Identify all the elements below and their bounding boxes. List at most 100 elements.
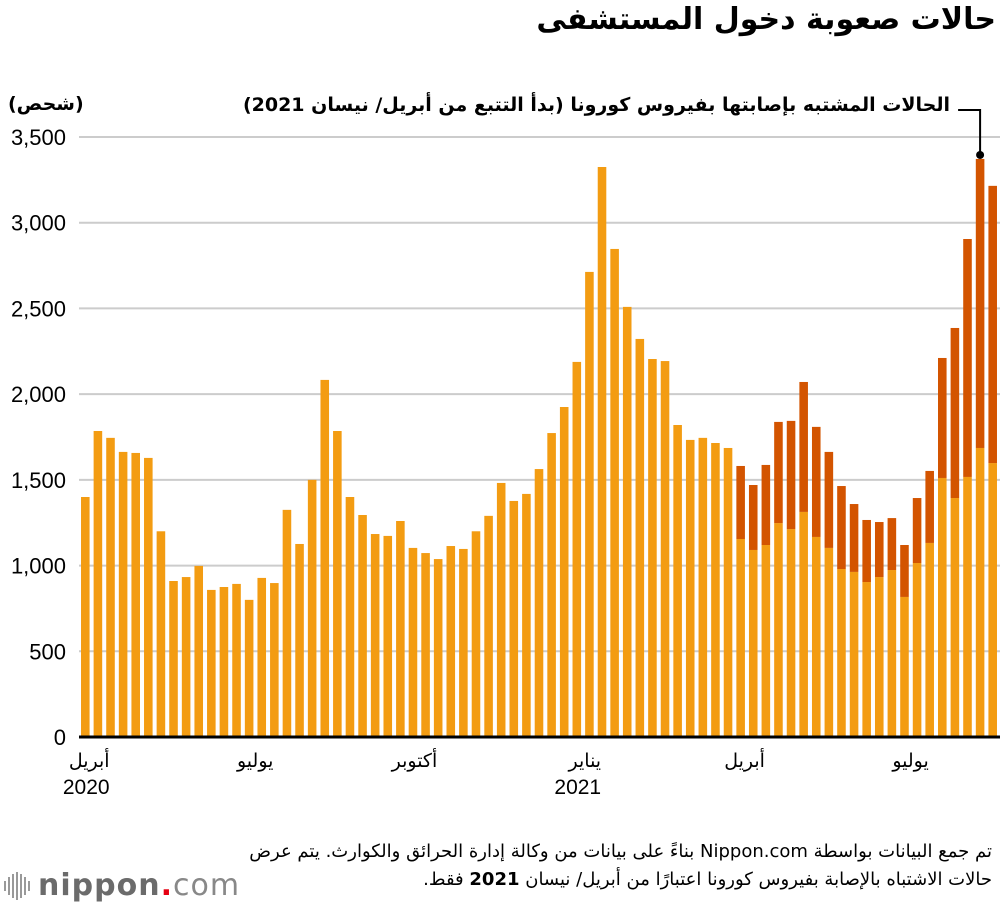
bar-hospital-difficulty (81, 497, 90, 737)
bar-hospital-difficulty (975, 447, 985, 737)
bar-hospital-difficulty (282, 509, 292, 737)
bar-suspected-covid (988, 185, 997, 464)
bar-hospital-difficulty (837, 569, 846, 737)
bar-hospital-difficulty (723, 447, 733, 737)
bar-suspected-covid (938, 357, 947, 478)
logo-dot: . (160, 868, 173, 903)
bar-hospital-difficulty (547, 433, 556, 737)
bar-suspected-covid (950, 327, 960, 499)
x-tick-label: أبريل (724, 748, 765, 772)
bar-hospital-difficulty (496, 482, 506, 737)
bar-hospital-difficulty (232, 583, 241, 737)
bar-hospital-difficulty (685, 439, 695, 737)
bar-hospital-difficulty (925, 542, 934, 737)
bar-hospital-difficulty (358, 515, 367, 737)
bar-hospital-difficulty (244, 599, 254, 737)
bar-hospital-difficulty (106, 437, 115, 737)
bar-suspected-covid (900, 545, 909, 597)
bar-hospital-difficulty (257, 577, 267, 737)
bar-hospital-difficulty (963, 476, 972, 737)
bar-suspected-covid (824, 451, 834, 548)
y-tick-label: 0 (54, 725, 66, 750)
bar-hospital-difficulty (912, 563, 922, 737)
bar-hospital-difficulty (698, 437, 708, 737)
bar-hospital-difficulty (307, 479, 317, 737)
annotation-leader (958, 109, 985, 159)
bar-hospital-difficulty (93, 431, 103, 737)
y-axis-ticks: 0 500 1,000 1,500 2,000 2,500 3,000 3,500 (11, 125, 66, 750)
bar-hospital-difficulty (660, 361, 670, 737)
bar-hospital-difficulty (370, 534, 380, 737)
bar-hospital-difficulty (509, 500, 519, 737)
leader-dot (976, 150, 985, 159)
bar-hospital-difficulty (446, 546, 456, 737)
bar-hospital-difficulty (383, 535, 393, 737)
x-tick-label: يناير (568, 750, 602, 772)
y-tick-label: 2,500 (11, 296, 66, 321)
bar-suspected-covid (963, 239, 972, 477)
bar-hospital-difficulty (421, 553, 430, 737)
bar-hospital-difficulty (295, 543, 304, 737)
y-tick-label: 3,000 (11, 211, 66, 236)
bar-hospital-difficulty (786, 529, 796, 737)
bar-hospital-difficulty (118, 451, 128, 737)
bar-hospital-difficulty (774, 523, 783, 737)
bar-hospital-difficulty (320, 379, 330, 737)
bar-hospital-difficulty (900, 596, 909, 737)
bar-hospital-difficulty (144, 457, 153, 737)
chart-title: حالات صعوبة دخول المستشفى (536, 2, 996, 37)
bar-hospital-difficulty (270, 583, 279, 737)
y-tick-label: 1,000 (11, 554, 66, 579)
source-note: تم جمع البيانات بواسطة Nippon.com بناءً … (12, 838, 992, 894)
bar-hospital-difficulty (799, 511, 808, 737)
bar-hospital-difficulty (169, 581, 178, 737)
y-tick-label: 3,500 (11, 125, 66, 150)
bar-hospital-difficulty (648, 359, 657, 737)
note-line-1: تم جمع البيانات بواسطة Nippon.com بناءً … (249, 841, 992, 862)
bar-hospital-difficulty (824, 547, 834, 737)
bar-suspected-covid (811, 426, 821, 537)
nippon-logo[interactable]: nippon.com (4, 868, 240, 903)
x-axis-ticks: أبريل 2020 يوليو أكتوبر يناير 2021 أبريل يوليو (63, 748, 929, 799)
bar-hospital-difficulty (194, 565, 204, 737)
suspected-cases-annotation: الحالات المشتبه بإصابتها بفيروس كورونا (… (242, 94, 950, 116)
y-tick-label: 2,000 (11, 382, 66, 407)
bar-suspected-covid (849, 504, 859, 572)
bar-suspected-covid (887, 518, 897, 571)
bar-hospital-difficulty (711, 443, 720, 737)
bar-hospital-difficulty (938, 477, 947, 737)
bar-hospital-difficulty (433, 559, 443, 737)
x-tick-label: أبريل (69, 748, 110, 772)
y-axis-unit-label: (شحص) (8, 93, 84, 115)
bar-hospital-difficulty (572, 361, 582, 737)
bar-suspected-covid (799, 381, 808, 512)
bar-hospital-difficulty (988, 463, 997, 737)
bar-suspected-covid (761, 464, 771, 545)
bar-hospital-difficulty (484, 515, 493, 737)
leader-line (958, 109, 982, 155)
bar-suspected-covid (837, 486, 846, 569)
bar-hospital-difficulty (219, 587, 229, 737)
bar-hospital-difficulty (610, 248, 619, 737)
bar-hospital-difficulty (131, 452, 140, 737)
bar-hospital-difficulty (345, 497, 355, 737)
bar-chart: 0 500 1,000 1,500 2,000 2,500 3,000 3,500 أبريل… (11, 109, 1000, 799)
logo-bars-icon (4, 871, 30, 900)
bar-suspected-covid (975, 158, 985, 448)
bar-hospital-difficulty (559, 407, 569, 737)
bar-hospital-difficulty (950, 498, 960, 737)
bar-hospital-difficulty (622, 306, 632, 737)
bar-hospital-difficulty (333, 431, 342, 737)
logo-suffix: com (172, 868, 241, 903)
bar-hospital-difficulty (156, 531, 166, 737)
bar-hospital-difficulty (748, 549, 758, 737)
bar-hospital-difficulty (887, 570, 897, 737)
bar-hospital-difficulty (408, 547, 418, 737)
note-line-2: حالات الاشتباه بالإصابة بفيروس كورونا اع… (423, 869, 992, 890)
bar-suspected-covid (874, 522, 884, 578)
bar-hospital-difficulty (459, 548, 468, 737)
bar-hospital-difficulty (181, 577, 191, 737)
bar-hospital-difficulty (736, 539, 745, 737)
bar-suspected-covid (786, 420, 796, 530)
y-tick-label: 1,500 (11, 468, 66, 493)
